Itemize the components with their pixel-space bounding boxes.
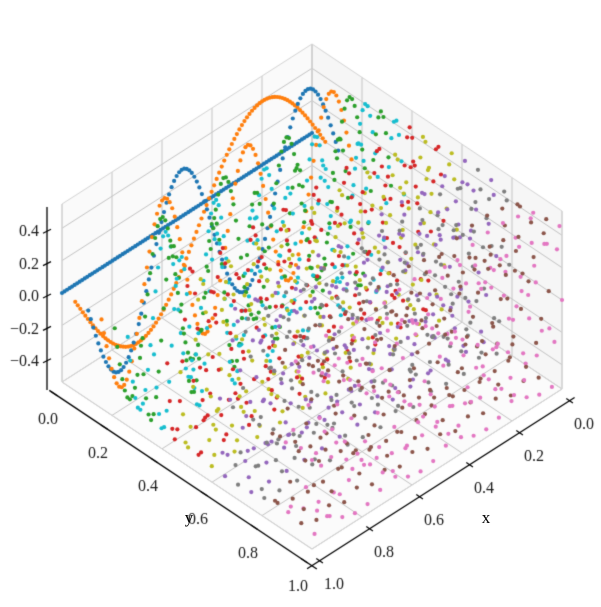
scatter3d-figure: x y [0, 0, 601, 607]
scatter3d-canvas [0, 0, 601, 607]
